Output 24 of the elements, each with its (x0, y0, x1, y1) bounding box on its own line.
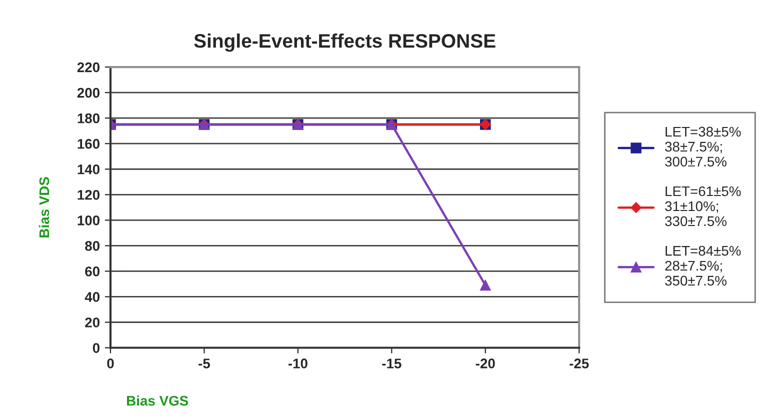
x-tick-label: -5 (198, 358, 210, 368)
y-tick-label: 180 (78, 113, 100, 124)
x-axis-title: Bias VGS (127, 395, 188, 406)
y-tick-label: 0 (92, 343, 100, 353)
y-tick-label: 20 (85, 318, 100, 328)
chart-title: Single-Event-Effects RESPONSE (194, 34, 496, 52)
y-tick-label: 60 (85, 266, 100, 276)
legend-label: LET=38±5% 38±7.5%; 300±7.5% (665, 126, 741, 167)
legend-label: LET=84±5% 28±7.5%; 350±7.5% (665, 246, 741, 286)
x-tick-label: 0 (107, 358, 114, 368)
x-tick-label: -25 (570, 358, 589, 368)
legend-label: LET=61±5% 31±10%; 330±7.5% (665, 186, 741, 226)
x-tick-label: -15 (382, 358, 402, 368)
y-tick-label: 140 (78, 164, 100, 174)
y-tick-label: 160 (78, 138, 100, 149)
y-tick-label: 80 (85, 241, 100, 251)
y-tick-label: 220 (77, 62, 100, 72)
y-tick-label: 100 (78, 216, 100, 226)
x-tick-label: -20 (476, 358, 495, 368)
x-tick-label: -10 (288, 358, 308, 368)
y-tick-label: 40 (84, 292, 100, 302)
y-tick-label: 120 (78, 190, 100, 200)
y-axis-title: Bias VDS (38, 177, 50, 238)
y-tick-label: 200 (77, 88, 100, 98)
